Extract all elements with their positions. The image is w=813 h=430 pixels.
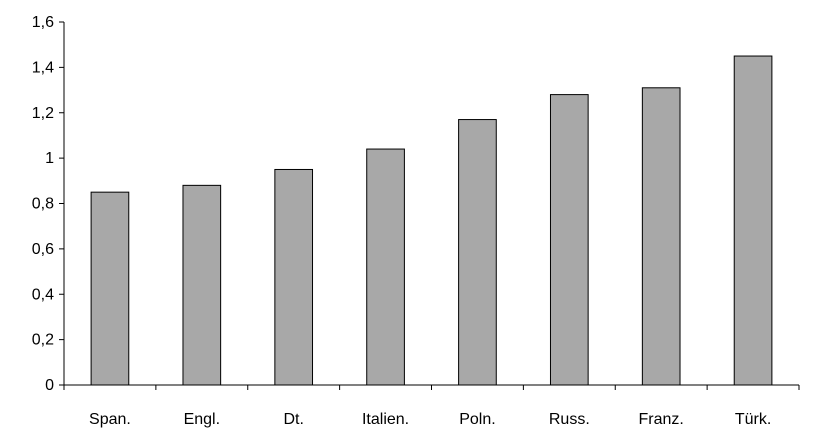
y-tick-label: 1,6 [32,14,54,31]
bar-russ [549,94,589,386]
x-tick-label: Russ. [549,411,590,428]
x-tick-label: Franz. [639,411,684,428]
bar-span [90,191,130,386]
x-tick-label: Italien. [362,411,409,428]
bar-türk [733,55,773,386]
x-tick-label: Engl. [184,411,220,428]
x-tick-label: Dt. [283,411,303,428]
y-tick-label: 0,4 [32,286,54,303]
bar-poln [458,119,497,386]
y-tick-label: 1 [45,150,54,167]
y-tick-label: 0,6 [32,241,54,258]
y-tick-label: 0 [45,377,54,394]
bar-franz [641,87,681,386]
bars [90,55,773,386]
y-tick-label: 0,8 [32,196,54,213]
y-tick-label: 1,4 [32,59,54,76]
x-axis: Span. Engl. Dt. Italien. Poln. Russ. Franz. Tür… [63,384,800,428]
bar-engl [182,184,222,386]
y-axis: 0 0,2 0,4 0,6 0,8 1 1,2 1,4 1,6 [32,14,65,394]
y-tick-label: 0,2 [32,332,54,349]
bar-italien [366,148,405,386]
x-tick-label: Span. [89,411,131,428]
bar-dt [274,168,314,386]
y-tick-label: 1,2 [32,105,54,122]
x-tick-label: Türk. [735,411,771,428]
x-tick-label: Poln. [459,411,495,428]
